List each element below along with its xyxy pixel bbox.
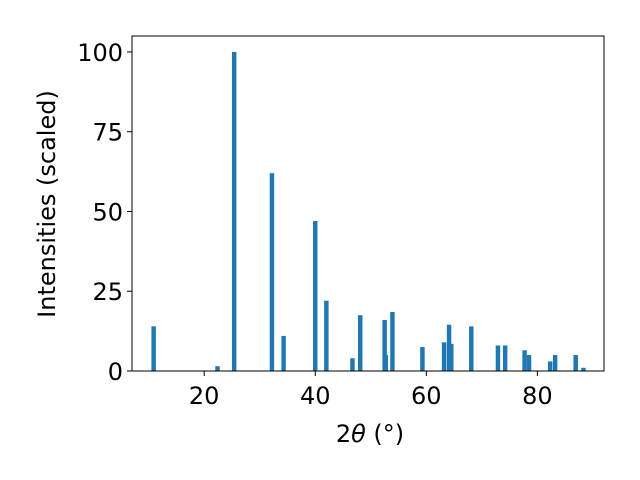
bar (441, 342, 447, 371)
y-tick-label: 0 (108, 358, 123, 386)
bar (151, 326, 156, 371)
x-axis-label-prefix: 2 (336, 420, 351, 448)
bar (526, 355, 532, 371)
bar (281, 335, 286, 371)
bar (382, 319, 387, 371)
bar (469, 326, 474, 371)
x-tick-label: 80 (522, 382, 553, 410)
bars (151, 51, 586, 371)
x-axis-label: 2θ (°) (336, 420, 404, 448)
bar (547, 361, 553, 371)
bar (495, 345, 501, 371)
plot-frame (131, 35, 605, 372)
bar (420, 347, 425, 371)
bar (581, 367, 586, 371)
x-axis-label-theta: θ (351, 420, 366, 448)
bar (522, 350, 527, 371)
bar (350, 358, 355, 371)
y-axis-label: Intensities (scaled) (33, 90, 61, 318)
bar (502, 345, 508, 371)
y-tick-label: 50 (92, 198, 123, 226)
x-tick-label: 40 (300, 382, 331, 410)
bar (390, 311, 395, 371)
x-tick-label: 60 (411, 382, 442, 410)
y-tick-label: 25 (92, 278, 123, 306)
x-axis-ticks: 20 40 60 80 (189, 371, 553, 410)
bar (215, 366, 220, 371)
bar (552, 355, 558, 371)
y-tick-label: 100 (77, 39, 123, 67)
bar (449, 343, 454, 371)
bar (383, 355, 388, 371)
bar (573, 355, 578, 371)
y-tick-label: 75 (92, 119, 123, 147)
bar (324, 300, 329, 371)
bar (313, 221, 318, 371)
bar (269, 173, 275, 371)
x-axis-label-unit: (°) (366, 420, 404, 448)
bar (358, 315, 363, 371)
x-tick-label: 20 (189, 382, 220, 410)
y-axis-ticks: 0 25 50 75 100 (77, 39, 132, 386)
bar (231, 51, 237, 371)
